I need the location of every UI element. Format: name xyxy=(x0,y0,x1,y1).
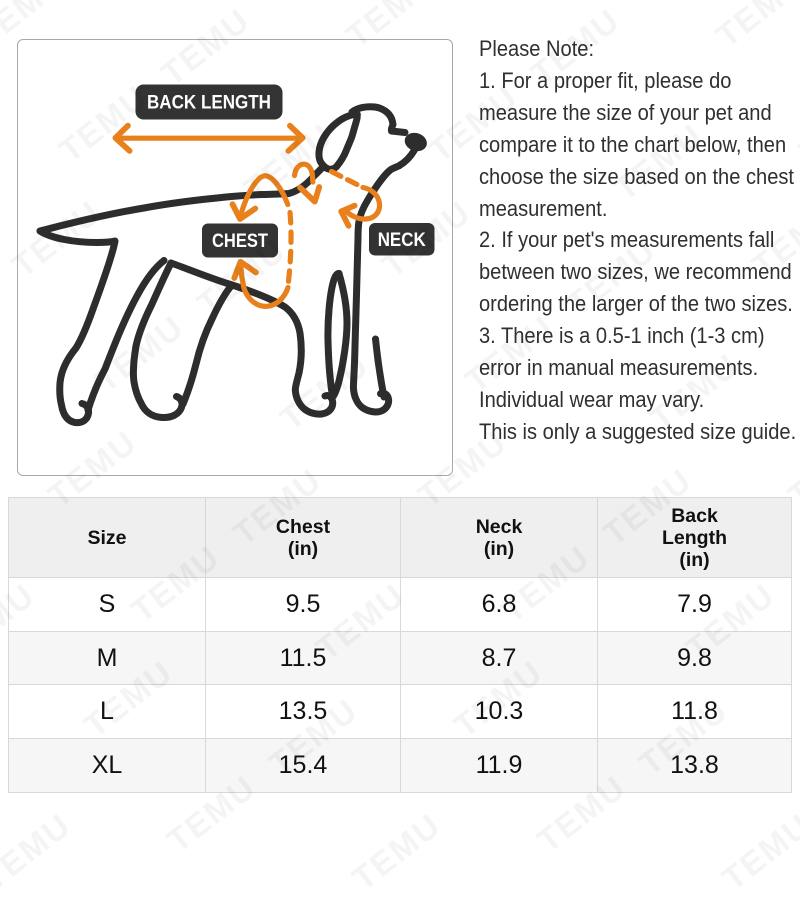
svg-text:BACK LENGTH: BACK LENGTH xyxy=(147,92,271,114)
svg-text:NECK: NECK xyxy=(378,230,426,251)
svg-text:CHEST: CHEST xyxy=(212,231,268,252)
